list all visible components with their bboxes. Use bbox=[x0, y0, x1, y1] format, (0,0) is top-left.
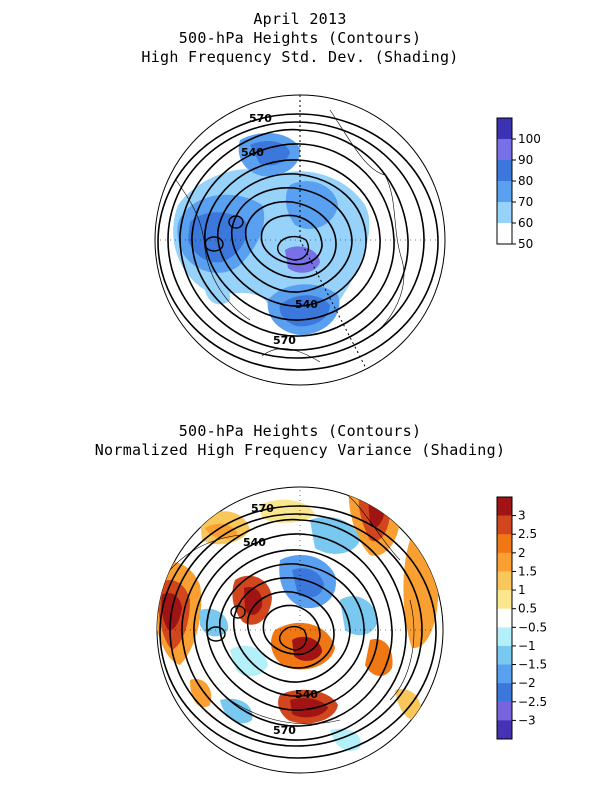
top-title-line-1: April 2013 bbox=[253, 10, 347, 28]
top-contours bbox=[157, 95, 440, 381]
bottom-colorbar-label: 2.5 bbox=[518, 527, 537, 541]
bottom-contour-label-570-upper: 570 bbox=[251, 502, 274, 515]
bottom-colorbar-swatch bbox=[497, 590, 512, 609]
bottom-colorbar-swatch bbox=[497, 664, 512, 684]
bottom-polar-map: 570 540 540 570 bbox=[156, 486, 444, 774]
top-colorbar-label: 90 bbox=[518, 153, 533, 167]
bottom-colorbar-swatch bbox=[497, 515, 512, 535]
bottom-colorbar: 3 2.5 2 1.5 1 0.5 −0.5 −1 −1.5 −2 −2.5 −3 bbox=[496, 496, 547, 740]
top-polar-map: 570 540 540 570 bbox=[154, 94, 446, 386]
top-title-line-3: High Frequency Std. Dev. (Shading) bbox=[141, 48, 459, 66]
top-colorbar-swatch bbox=[497, 181, 512, 203]
bottom-colorbar-label: −1.5 bbox=[518, 658, 547, 672]
top-contour-label-540-upper: 540 bbox=[241, 146, 264, 159]
top-colorbar: 100 90 80 70 60 50 bbox=[496, 117, 541, 251]
top-colorbar-label: 50 bbox=[518, 237, 533, 251]
bottom-colorbar-label: 2 bbox=[518, 546, 526, 560]
bottom-colorbar-label: −1 bbox=[518, 639, 536, 653]
bottom-panel-title: 500-hPa Heights (Contours) Normalized Hi… bbox=[0, 422, 600, 460]
top-shading bbox=[173, 133, 370, 335]
top-contour-label-570-lower: 570 bbox=[273, 334, 296, 347]
bottom-colorbar-swatch bbox=[497, 552, 512, 572]
bottom-contour-label-540-upper: 540 bbox=[243, 536, 266, 549]
top-colorbar-swatch bbox=[497, 202, 512, 224]
bottom-colorbar-label: −2.5 bbox=[518, 695, 547, 709]
bottom-colorbar-label: 0.5 bbox=[518, 602, 537, 616]
bottom-colorbar-swatch bbox=[497, 608, 512, 628]
top-colorbar-swatch bbox=[497, 139, 512, 161]
bottom-colorbar-label: 1.5 bbox=[518, 564, 537, 578]
bottom-title-line-1: 500-hPa Heights (Contours) bbox=[178, 422, 422, 440]
top-colorbar-label: 70 bbox=[518, 195, 533, 209]
top-contour-label-540-lower: 540 bbox=[295, 298, 318, 311]
top-colorbar-label: 60 bbox=[518, 216, 533, 230]
top-colorbar-swatch bbox=[497, 223, 512, 245]
bottom-colorbar-label: 3 bbox=[518, 509, 526, 523]
top-colorbar-swatch bbox=[497, 160, 512, 182]
bottom-contours bbox=[157, 489, 440, 759]
bottom-colorbar-label: 1 bbox=[518, 583, 526, 597]
top-colorbar-label: 80 bbox=[518, 174, 533, 188]
bottom-colorbar-swatch bbox=[497, 534, 512, 554]
bottom-contour-label-540-lower: 540 bbox=[295, 688, 318, 701]
top-panel-title: April 2013 500-hPa Heights (Contours) Hi… bbox=[0, 10, 600, 67]
bottom-colorbar-swatch bbox=[497, 571, 512, 591]
top-colorbar-label: 100 bbox=[518, 132, 541, 146]
top-colorbar-swatch bbox=[497, 118, 512, 140]
bottom-colorbar-swatch bbox=[497, 701, 512, 721]
bottom-colorbar-swatch bbox=[497, 645, 512, 665]
bottom-colorbar-label: −2 bbox=[518, 676, 536, 690]
bottom-colorbar-swatch bbox=[497, 627, 512, 647]
bottom-title-line-2: Normalized High Frequency Variance (Shad… bbox=[94, 441, 506, 459]
bottom-contour-label-570-lower: 570 bbox=[273, 724, 296, 737]
bottom-shading bbox=[157, 487, 439, 751]
bottom-colorbar-label: −0.5 bbox=[518, 620, 547, 634]
bottom-colorbar-label: −3 bbox=[518, 713, 536, 727]
bottom-colorbar-swatch bbox=[497, 683, 512, 703]
bottom-colorbar-swatch bbox=[497, 720, 512, 740]
bottom-colorbar-swatch bbox=[497, 497, 512, 516]
top-contour-label-570-upper: 570 bbox=[249, 112, 272, 125]
top-title-line-2: 500-hPa Heights (Contours) bbox=[178, 29, 422, 47]
